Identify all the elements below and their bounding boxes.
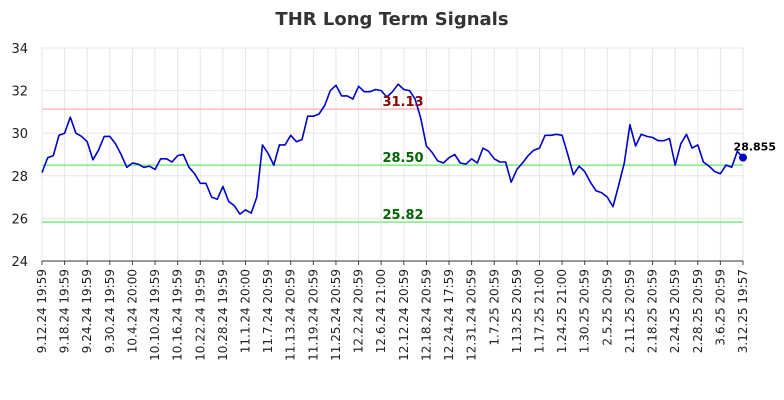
y-tick-label: 26 — [11, 212, 28, 227]
signal-level-label: 31.13 — [382, 95, 423, 110]
x-tick-label: 11.25.24 20:59 — [329, 269, 343, 361]
x-tick-label: 10.22.24 19:59 — [193, 269, 207, 361]
x-tick-label: 1.17.25 21:00 — [532, 269, 546, 353]
x-tick-label: 1.13.25 20:59 — [510, 269, 524, 353]
y-tick-label: 28 — [11, 170, 28, 185]
last-point-marker — [739, 153, 747, 162]
x-tick-label: 2.24.25 20:59 — [668, 269, 682, 353]
last-value-label: 28.855 — [734, 141, 776, 154]
y-tick-label: 24 — [11, 255, 28, 270]
x-tick-label: 10.16.24 19:59 — [171, 269, 185, 361]
y-tick-label: 32 — [11, 85, 28, 100]
x-tick-label: 11.7.24 20:59 — [261, 269, 275, 353]
x-tick-label: 2.18.25 20:59 — [646, 269, 660, 353]
x-tick-label: 11.1.24 20:00 — [239, 269, 253, 353]
signal-level-label: 25.82 — [382, 208, 423, 223]
x-tick-label: 12.24.24 17:59 — [442, 269, 456, 361]
x-tick-label: 9.18.24 19:59 — [58, 269, 72, 353]
x-tick-label: 1.30.25 20:59 — [578, 269, 592, 353]
x-tick-label: 1.7.25 20:59 — [487, 269, 501, 346]
x-tick-label: 10.28.24 19:59 — [216, 269, 230, 361]
x-tick-label: 12.2.24 20:59 — [352, 269, 366, 353]
y-tick-label: 30 — [11, 127, 28, 142]
x-tick-label: 2.5.25 20:59 — [600, 269, 614, 346]
price-series — [41, 83, 747, 215]
x-tick-label: 3.6.25 20:59 — [713, 269, 727, 346]
x-tick-label: 11.13.24 20:59 — [284, 269, 298, 361]
chart-title: THR Long Term Signals — [275, 9, 508, 30]
x-tick-label: 1.24.25 21:00 — [555, 269, 569, 353]
x-tick-label: 12.12.24 20:59 — [397, 269, 411, 361]
x-tick-label: 12.6.24 21:00 — [374, 269, 388, 353]
x-tick-label: 12.31.24 20:59 — [465, 269, 479, 361]
grid — [41, 47, 744, 262]
signal-level-label: 28.50 — [382, 151, 423, 166]
x-tick-label: 12.18.24 20:59 — [419, 269, 433, 361]
x-tick-label: 10.10.24 19:59 — [148, 269, 162, 361]
axes: 24 26 28 30 32 34 9.12.24 19:59 9.18.24 19:59 9.… — [11, 42, 750, 361]
x-tick-label: 11.19.24 20:59 — [306, 269, 320, 361]
x-tick-label: 9.12.24 19:59 — [35, 269, 49, 353]
x-tick-label: 2.28.25 20:59 — [691, 269, 705, 353]
x-tick-label: 9.24.24 19:59 — [80, 269, 94, 353]
x-tick-label: 2.11.25 20:59 — [623, 269, 637, 353]
labels: 31.13 28.50 25.82 28.855 — [382, 95, 776, 223]
x-tick-label: 10.4.24 20:00 — [125, 269, 139, 353]
y-tick-label: 34 — [11, 42, 28, 57]
x-tick-label: 9.30.24 19:59 — [103, 269, 117, 353]
x-tick-label: 3.12.25 19:57 — [736, 269, 750, 353]
series-line — [41, 83, 744, 215]
signal-levels — [42, 108, 743, 224]
